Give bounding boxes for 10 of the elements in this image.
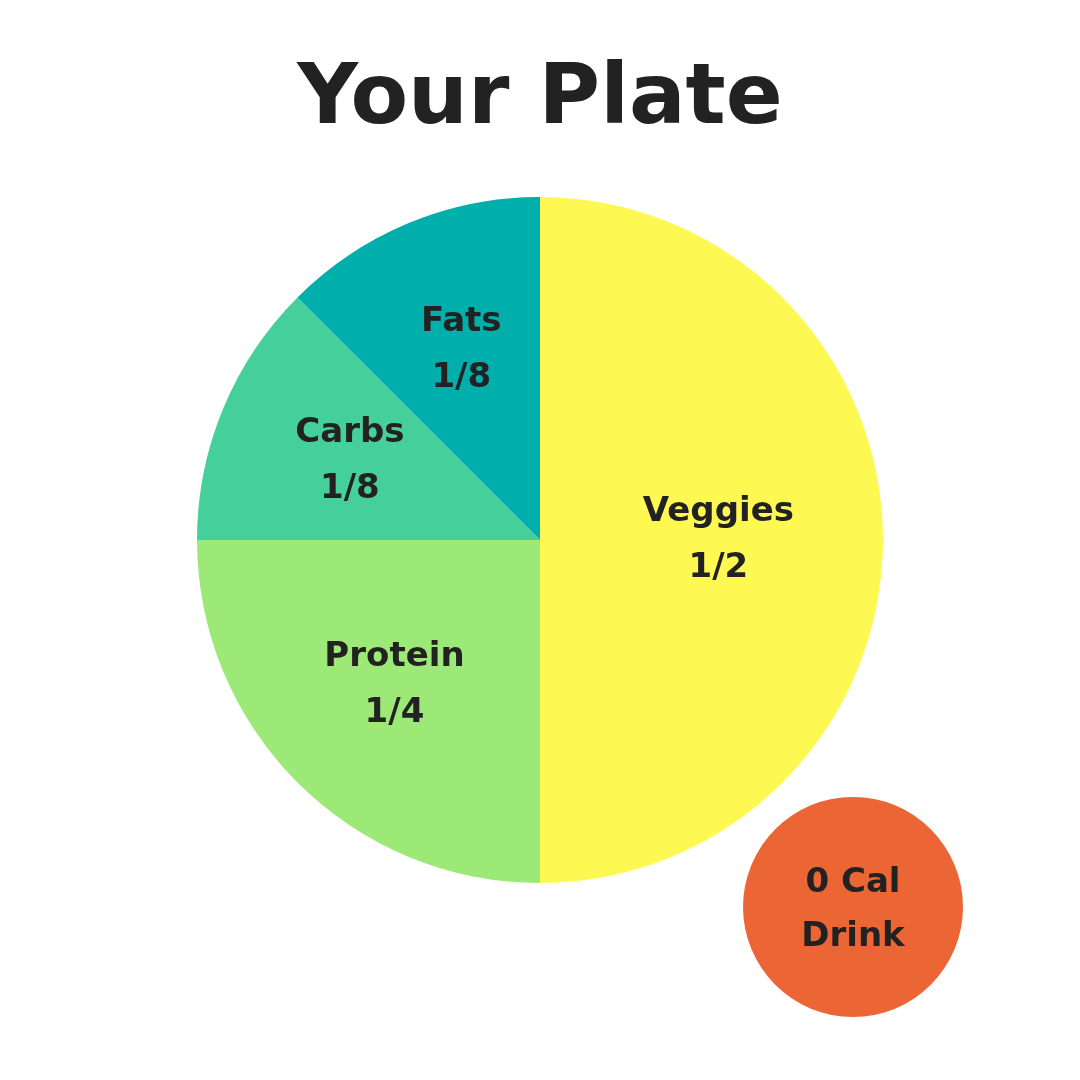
- data-label: 1/8: [320, 466, 380, 507]
- slice-label: Fats: [420, 298, 502, 339]
- circle-badge: 0 Cal Drink: [743, 797, 963, 1017]
- data-label: 1/8: [431, 354, 492, 395]
- slice-label: Protein: [324, 634, 465, 675]
- chart-title: Your Plate: [295, 45, 784, 143]
- data-label: 1/2: [688, 544, 749, 585]
- slice-label: Carbs: [295, 410, 405, 451]
- data-label: 1/4: [364, 690, 425, 731]
- slice-label: Veggies: [642, 488, 794, 529]
